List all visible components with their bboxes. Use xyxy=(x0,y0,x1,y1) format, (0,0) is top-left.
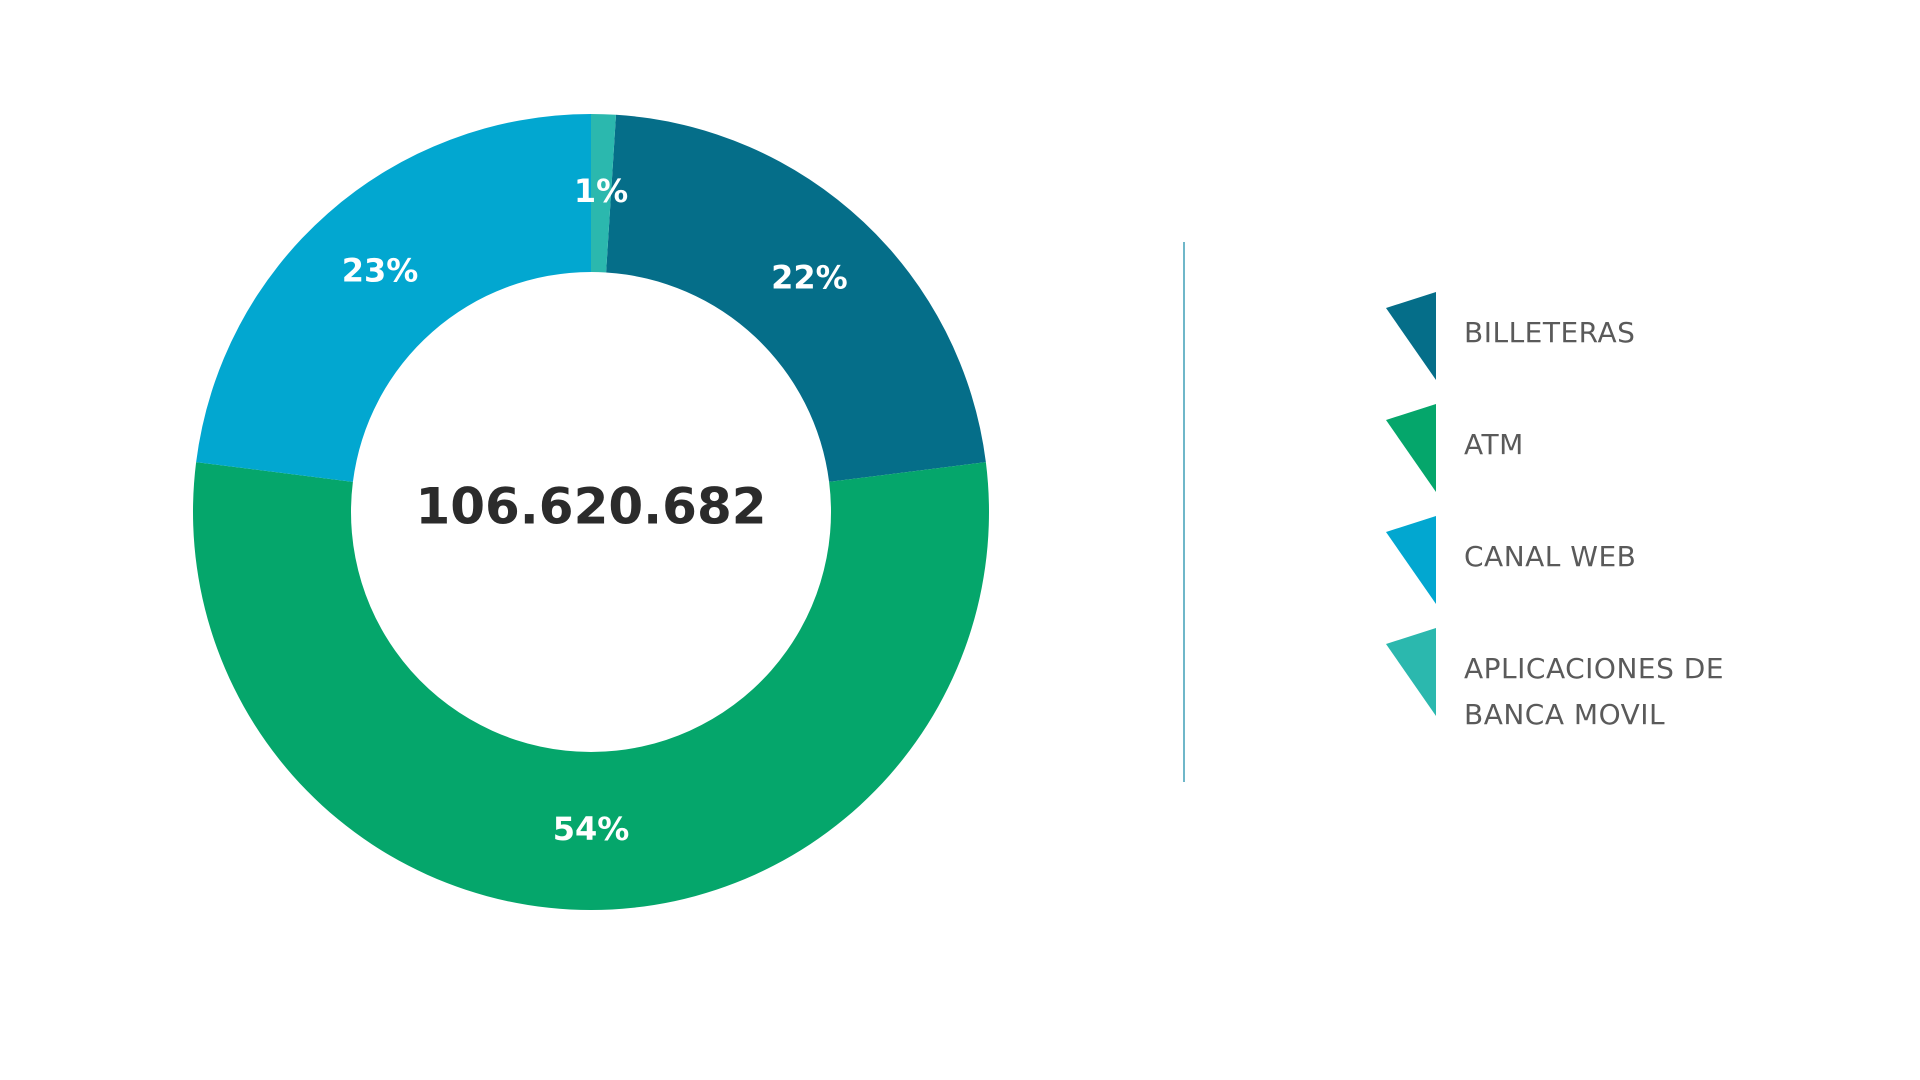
legend-label: CANAL WEB xyxy=(1464,540,1637,573)
legend-item: APLICACIONES DE BANCA MOVIL xyxy=(1386,628,1764,738)
donut-slice xyxy=(591,114,616,273)
donut-slice xyxy=(193,462,990,910)
value-label: 1% xyxy=(574,172,628,210)
legend-swatch xyxy=(1386,292,1436,380)
legend-triangle xyxy=(1386,516,1436,604)
legend-label: ATM xyxy=(1464,428,1524,461)
legend-triangle xyxy=(1386,404,1436,492)
donut-slice xyxy=(606,114,986,482)
legend-triangle xyxy=(1386,628,1436,716)
donut-slice xyxy=(196,114,591,482)
legend-label: BILLETERAS xyxy=(1464,316,1636,349)
divider xyxy=(1183,242,1185,782)
center-total: 106.620.682 xyxy=(415,478,766,536)
legend-item: BILLETERAS xyxy=(1386,292,1764,382)
legend-item: ATM xyxy=(1386,404,1764,494)
legend-swatch xyxy=(1386,628,1436,716)
legend: BILLETERAS ATM CANAL WEB APLICACIONES DE BA… xyxy=(1386,292,1764,760)
value-label: 54% xyxy=(553,810,630,848)
value-label: 22% xyxy=(771,258,848,296)
legend-label: APLICACIONES DE BANCA MOVIL xyxy=(1464,652,1725,731)
legend-swatch xyxy=(1386,516,1436,604)
legend-item: CANAL WEB xyxy=(1386,516,1764,606)
value-label: 23% xyxy=(342,252,419,290)
legend-swatch xyxy=(1386,404,1436,492)
legend-triangle xyxy=(1386,292,1436,380)
